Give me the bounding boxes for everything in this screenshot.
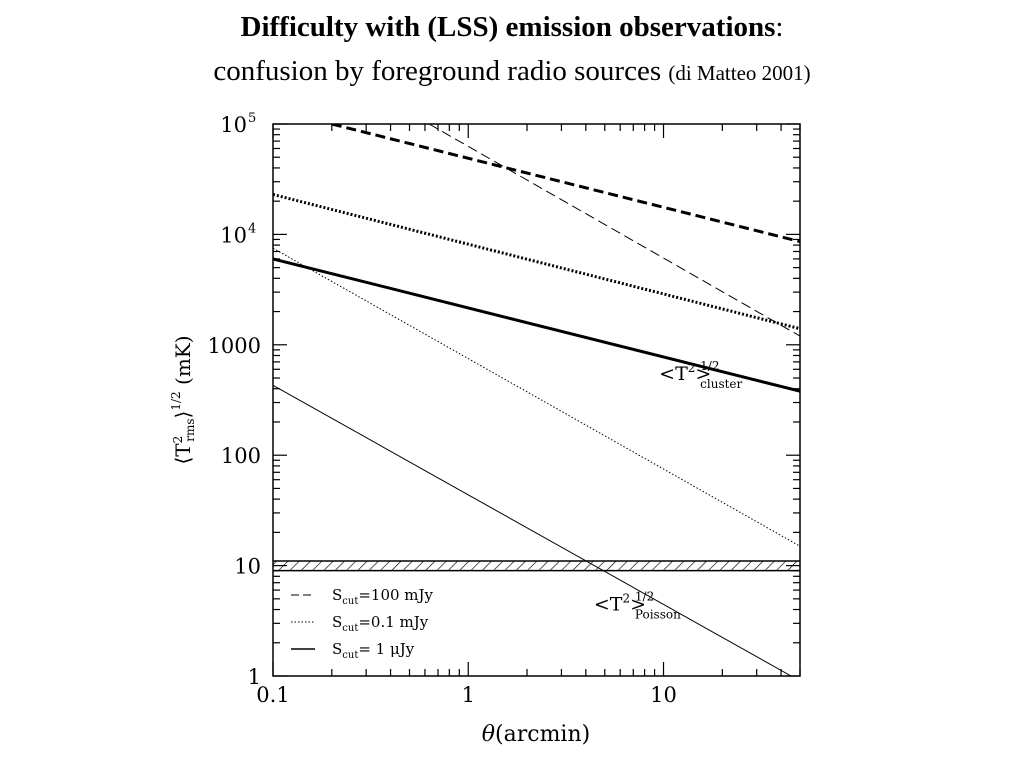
slide-title-bold: Difficulty with (LSS) emission observati… <box>240 11 776 43</box>
series-line-solid-thick <box>273 257 800 393</box>
annotation-cluster: <T2> <box>659 361 711 385</box>
y-tick-label: 10 <box>220 113 247 137</box>
series-line-dashed-thin <box>428 124 800 337</box>
annotation-poisson-exponent: 1/2 <box>635 590 654 604</box>
y-tick-label: 100 <box>221 444 261 468</box>
slide-title-colon: : <box>775 11 784 43</box>
y-tick-label: 10 <box>220 223 247 247</box>
plot-frame <box>272 123 801 677</box>
slide-title: Difficulty with (LSS) emission observati… <box>0 10 1024 44</box>
x-tick-label: 1 <box>462 683 475 707</box>
legend-label-dotted: Scut=0.1 mJy <box>332 613 429 634</box>
hatched-band <box>273 561 800 571</box>
x-tick-label: 0.1 <box>256 683 289 707</box>
series-line-dotted-thick <box>273 193 800 331</box>
series-line-dashed-thick <box>331 124 800 244</box>
y-tick-label: 1 <box>248 665 261 689</box>
annotation-poisson: <T2> <box>594 592 646 616</box>
y-tick-exponent: 5 <box>248 111 256 126</box>
legend-label-dashed: Scut=100 mJy <box>332 586 434 607</box>
y-tick-label: 10 <box>234 555 261 579</box>
slide-subtitle-text: confusion by foreground radio sources <box>213 55 662 87</box>
series-line-solid-thin <box>273 384 792 676</box>
annotation-cluster-subscript: cluster <box>700 377 742 391</box>
x-tick-label: 10 <box>650 683 677 707</box>
legend-label-solid: Scut= 1 μJy <box>332 640 415 661</box>
annotation-poisson-subscript: Poisson <box>635 608 681 622</box>
y-tick-exponent: 4 <box>248 221 256 236</box>
series-line-dotted-thin <box>273 247 800 547</box>
y-tick-label: 1000 <box>208 334 261 358</box>
y-axis-label: ⟨T2rms⟩1/2 (mK) <box>169 335 197 464</box>
slide-citation: (di Matteo 2001) <box>668 61 811 85</box>
x-axis-label: θ(arcmin) <box>482 722 590 747</box>
slide-subtitle: confusion by foreground radio sources (d… <box>0 54 1024 90</box>
annotation-cluster-exponent: 1/2 <box>700 359 719 373</box>
